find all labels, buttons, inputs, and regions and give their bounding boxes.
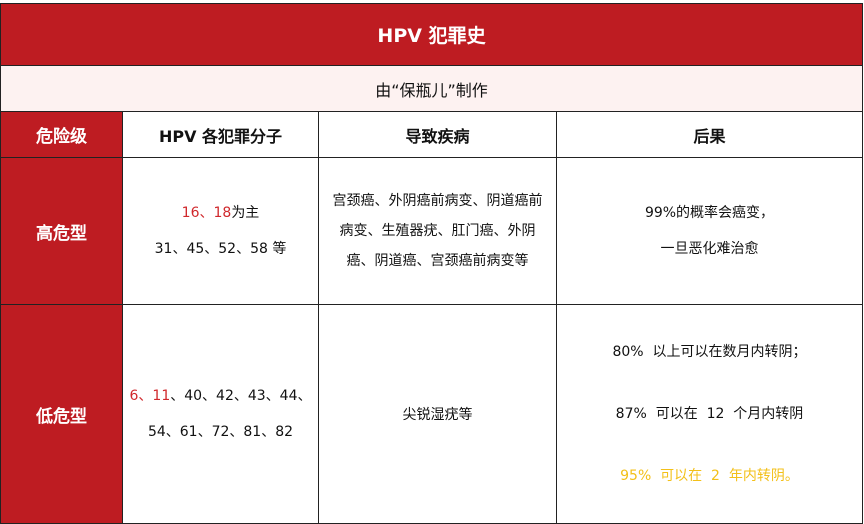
outcome-cell: 80% 以上可以在数月内转阴； 87% 可以在 12 个月内转阴 95% 可以在…: [556, 304, 863, 524]
outcome-line: 99%的概率会癌变，: [644, 205, 775, 221]
types-highlight: 6、11: [129, 388, 171, 404]
outcome-line: 一旦恶化难治愈: [660, 241, 759, 257]
outcome-line: 80% 以上可以在数月内转阴；: [612, 344, 807, 360]
table-title: HPV 犯罪史: [0, 3, 863, 66]
table-subtitle: 由“保瓶儿”制作: [0, 65, 863, 112]
disease-line: 癌、阴道癌、宫颈癌前病变等: [346, 253, 529, 269]
table-row: 低危型 6、11、40、42、43、44、 54、61、72、81、82 尖锐湿…: [0, 304, 863, 524]
header-types: HPV 各犯罪分子: [122, 111, 319, 158]
types-rest: 为主: [231, 205, 260, 221]
types-line2: 54、61、72、81、82: [147, 424, 294, 440]
types-cell: 16、18为主 31、45、52、58 等: [122, 157, 319, 305]
diseases-cell: 尖锐湿疣等: [318, 304, 557, 524]
level-cell: 低危型: [0, 304, 123, 524]
header-diseases: 导致疾病: [318, 111, 557, 158]
types-rest: 、40、42、43、44、: [170, 388, 312, 404]
header-outcome: 后果: [556, 111, 863, 158]
header-row: 危险级 HPV 各犯罪分子 导致疾病 后果: [0, 111, 863, 158]
disease-line: 病变、生殖器疣、肛门癌、外阴: [339, 223, 536, 239]
outcome-line: 87% 可以在 12 个月内转阴: [615, 406, 804, 422]
types-line2: 31、45、52、58 等: [154, 241, 287, 257]
table-row: 高危型 16、18为主 31、45、52、58 等 宫颈癌、外阴癌前病变、阴道癌…: [0, 157, 863, 305]
outcome-line-highlight: 95% 可以在 2 年内转阴。: [620, 468, 799, 484]
outcome-cell: 99%的概率会癌变， 一旦恶化难治愈: [556, 157, 863, 305]
hpv-table: HPV 犯罪史 由“保瓶儿”制作 危险级 HPV 各犯罪分子 导致疾病 后果 高…: [0, 3, 863, 524]
disease-line: 宫颈癌、外阴癌前病变、阴道癌前: [332, 193, 543, 209]
types-cell: 6、11、40、42、43、44、 54、61、72、81、82: [122, 304, 319, 524]
level-cell: 高危型: [0, 157, 123, 305]
diseases-cell: 宫颈癌、外阴癌前病变、阴道癌前 病变、生殖器疣、肛门癌、外阴 癌、阴道癌、宫颈癌…: [318, 157, 557, 305]
header-level: 危险级: [0, 111, 123, 158]
types-highlight: 16、18: [181, 205, 232, 221]
